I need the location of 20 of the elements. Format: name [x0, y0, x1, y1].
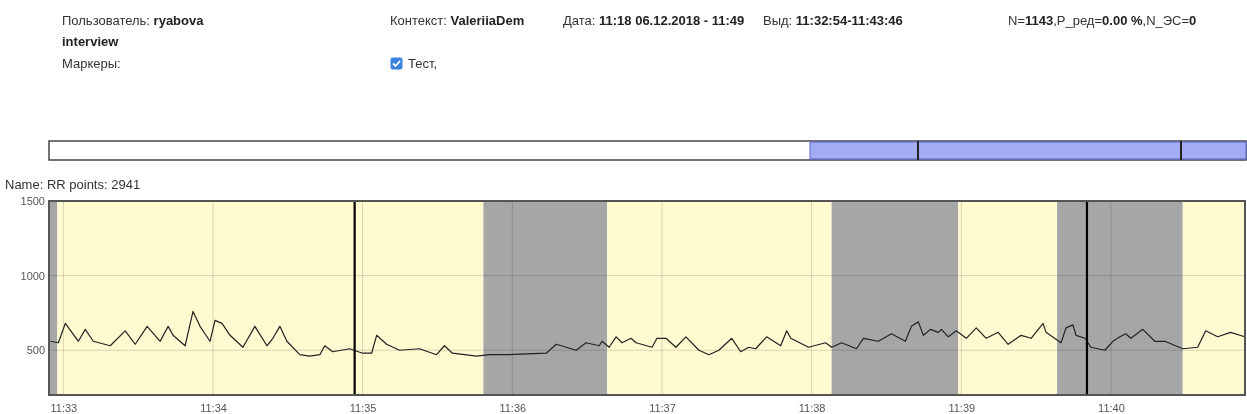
y-tick-label: 500 — [26, 344, 45, 357]
text: Пользователь: ryabova interview — [62, 13, 204, 49]
x-tick-label: 11:35 — [349, 401, 377, 414]
text: Дата: 11:18 06.12.2018 - 11:49 — [563, 13, 745, 28]
line-series — [49, 310, 1246, 357]
text: Выд: 11:32:54-11:43:46 — [763, 13, 903, 28]
x-tick-label: 11:33 — [50, 401, 78, 414]
y-tick-label: 1500 — [20, 195, 45, 208]
chart-title: Name: RR points: 2941 — [5, 177, 141, 192]
text: Маркеры: — [62, 56, 121, 71]
y-tick-label: 1000 — [20, 269, 45, 282]
text: N=1143,P_ред=0.00 %,N_ЭС=0 — [1008, 13, 1197, 28]
text: Контекст: ValeriiaDem — [390, 13, 525, 28]
text: Тест, — [408, 56, 438, 71]
x-tick-label: 11:37 — [649, 401, 676, 414]
x-tick-label: 11:34 — [200, 401, 227, 414]
x-tick-label: 11:36 — [499, 401, 527, 414]
x-tick-label: 11:40 — [1098, 401, 1125, 414]
x-tick-label: 11:39 — [948, 401, 976, 414]
x-tick-label: 11:38 — [798, 401, 826, 414]
